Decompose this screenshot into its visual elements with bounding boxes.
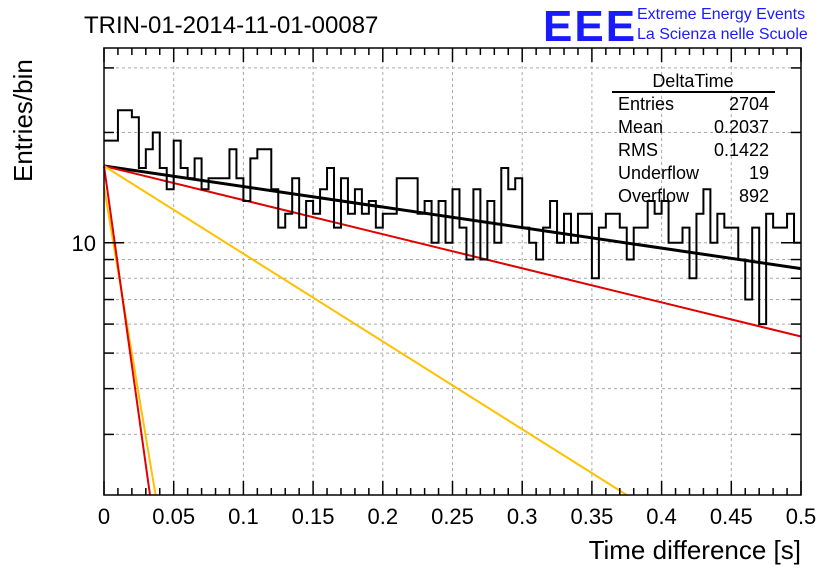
x-tick-label: 0.25: [431, 504, 474, 529]
histogram-bars: [104, 109, 801, 326]
stats-row-label: Overflow: [618, 186, 690, 206]
stats-row-value: 2704: [729, 94, 769, 114]
chart-title: TRIN-01-2014-11-01-00087: [84, 12, 378, 39]
stats-row-label: Mean: [618, 117, 663, 137]
stats-box: DeltaTime Entries 2704 Mean 0.2037 RMS 0.1422…: [612, 71, 775, 206]
stats-row-label: Entries: [618, 94, 674, 114]
x-tick-label: 0: [98, 504, 110, 529]
eee-logo: EEE Extreme Energy Events La Scienza nel…: [543, 2, 808, 51]
y-tick-label: 10: [72, 231, 96, 256]
axis-ticks: [103, 48, 802, 495]
eee-logo-line1: Extreme Energy Events: [637, 6, 805, 23]
fit-curve: [103, 186, 157, 496]
stats-row-label: RMS: [618, 140, 658, 160]
stats-name: DeltaTime: [652, 71, 733, 91]
x-tick-label: 0.5: [786, 504, 817, 529]
y-axis-title: Entries/bin: [8, 59, 38, 182]
stats-row-value: 19: [749, 163, 769, 183]
grid: [104, 48, 801, 495]
fit-curve: [103, 165, 151, 496]
stats-row-value: 892: [739, 186, 769, 206]
stats-row-label: Underflow: [618, 163, 700, 183]
x-axis-title: Time difference [s]: [589, 535, 801, 565]
fit-curve: [103, 165, 802, 338]
x-tick-label: 0.2: [368, 504, 399, 529]
y-tick-labels: 10: [72, 231, 96, 256]
stats-rows: Entries 2704 Mean 0.2037 RMS 0.1422 Underflow 1…: [618, 94, 769, 206]
x-tick-label: 0.05: [152, 504, 195, 529]
x-tick-labels: 0 0.05 0.1 0.15 0.2 0.25 0.3 0.35 0.4 0.45 0.5: [98, 504, 816, 529]
x-tick-label: 0.3: [507, 504, 538, 529]
x-tick-label: 0.15: [292, 504, 335, 529]
x-tick-label: 0.35: [570, 504, 613, 529]
fit-curve: [103, 165, 628, 496]
x-tick-label: 0.1: [228, 504, 259, 529]
eee-logo-text: EEE: [543, 2, 637, 51]
stats-row-value: 0.2037: [714, 117, 769, 137]
x-tick-label: 0.4: [646, 504, 677, 529]
stats-row-value: 0.1422: [714, 140, 769, 160]
x-tick-label: 0.45: [710, 504, 753, 529]
eee-logo-line2: La Scienza nelle Scuole: [637, 26, 808, 43]
